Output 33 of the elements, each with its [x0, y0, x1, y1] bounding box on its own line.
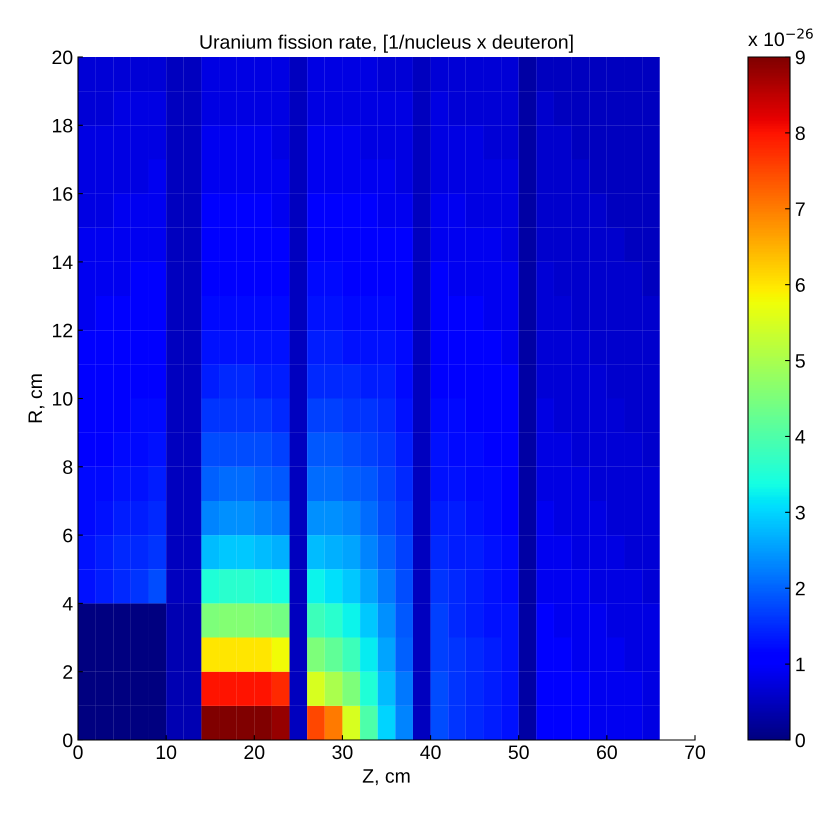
color-bar-label: 8 [796, 126, 805, 140]
x-axis-title: Z, cm [362, 769, 410, 786]
color-bar-label: 6 [796, 278, 805, 292]
y-axis-title: R, cm [28, 374, 44, 422]
color-bar-label: 3 [796, 506, 805, 520]
y-tick-label: 18 [52, 118, 72, 133]
color-bar-label: 7 [796, 202, 805, 216]
y-tick-label: 10 [52, 392, 72, 406]
x-tick-label: 20 [244, 745, 264, 760]
color-bar-label: 9 [796, 50, 805, 64]
y-tick-label: 2 [63, 665, 72, 679]
y-tick-label: 0 [63, 733, 72, 748]
y-tick-label: 20 [52, 50, 72, 64]
y-tick-label: 6 [63, 528, 72, 542]
y-tick-label: 12 [52, 324, 72, 338]
chart-title: Uranium fission rate, [1/nucleus x deuteron] [200, 34, 573, 53]
x-tick-label: 60 [597, 745, 617, 760]
y-tick-label: 4 [62, 597, 73, 610]
color-bar-label: 2 [796, 582, 805, 596]
color-bar-title: x 10$^{−26}$ [748, 28, 813, 46]
color-bar-label: 0 [796, 733, 805, 748]
x-tick-label: 50 [508, 745, 529, 760]
y-tick-label: 8 [63, 460, 72, 474]
y-tick-label: 16 [52, 187, 72, 201]
y-tick-label: 14 [52, 256, 73, 269]
x-tick-label: 0 [73, 745, 83, 760]
x-tick-label: 40 [420, 745, 441, 760]
color-bar-label: 4 [795, 430, 806, 444]
x-tick-label: 30 [332, 745, 352, 760]
color-bar-label: 5 [796, 354, 805, 368]
x-tick-label: 10 [156, 745, 176, 760]
x-tick-label: 70 [685, 745, 706, 760]
color-bar-label: 1 [796, 658, 805, 672]
